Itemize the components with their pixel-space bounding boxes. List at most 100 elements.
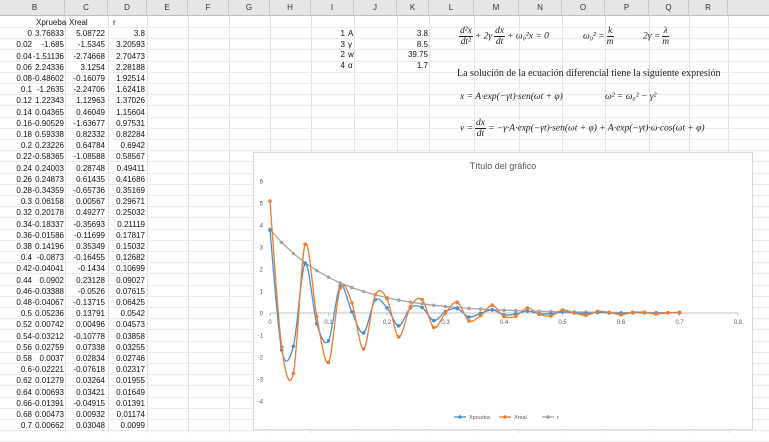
cell-xreal[interactable]: 0.35349 [76,242,105,251]
cell-xreal[interactable]: 0.03048 [76,421,105,431]
cell-r[interactable]: 0.03255 [116,342,145,352]
cell-xreal[interactable]: 0.13791 [76,309,105,319]
cell-xreal[interactable]: 0.00496 [76,320,105,330]
cell-xprueba[interactable]: 0.59338 [35,130,64,139]
column-header-f[interactable]: F [188,0,229,15]
column-header-r[interactable]: R [689,0,728,15]
cell-t[interactable]: 0.7 [20,421,32,431]
header-r[interactable]: r [113,18,116,27]
cell-t[interactable]: 0.52 [16,320,32,330]
cell-xreal[interactable]: 0.00567 [76,197,105,207]
cell-xreal[interactable]: 5.08722 [76,29,105,39]
cell-xreal[interactable]: 0.00932 [76,410,105,419]
cell-xreal[interactable]: 0.03421 [76,387,105,397]
cell-t[interactable]: 0.58 [16,354,32,363]
cell-xprueba[interactable]: 0.01279 [35,376,64,386]
param-name[interactable]: A [348,29,354,38]
cell-xprueba[interactable]: -1.51136 [33,51,64,61]
cell-t[interactable]: 0.12 [16,96,32,106]
cell-xreal[interactable]: 0.61435 [76,174,105,184]
cell-t[interactable]: 0.14 [16,107,32,117]
column-header-o[interactable]: O [562,0,605,15]
cell-xprueba[interactable]: 0.06158 [35,197,64,207]
cell-r[interactable]: 0.49411 [116,163,145,173]
cell-t[interactable]: 0.16 [16,118,32,128]
cell-xprueba[interactable]: -1.2635 [36,85,64,95]
cell-r[interactable]: 1.15604 [116,107,145,117]
cell-t[interactable]: 0.26 [16,174,32,184]
cell-xreal[interactable]: 0.49277 [76,208,105,218]
cell-r[interactable]: 0.97531 [116,118,145,128]
cell-t[interactable]: 0.34 [16,219,32,229]
cell-xprueba[interactable]: -0.02221 [32,365,64,375]
cell-t[interactable]: 0.56 [16,342,32,352]
cell-xreal[interactable]: 0.03264 [76,376,105,386]
cell-xprueba[interactable]: 0.14196 [35,242,64,251]
param-name[interactable]: w [348,50,354,59]
header-xprueba[interactable]: Xprueba [36,18,67,27]
cell-xprueba[interactable]: 0.0902 [39,275,64,285]
cell-xreal[interactable]: 3.1254 [80,62,105,72]
param-value[interactable]: 3.8 [416,29,428,38]
cell-xreal[interactable]: -0.35693 [73,219,105,229]
cell-t[interactable]: 0.18 [16,130,32,139]
column-header-j[interactable]: J [354,0,397,15]
cell-xprueba[interactable]: 1.22343 [35,96,64,106]
cell-xprueba[interactable]: 0.00473 [35,410,64,419]
cell-xprueba[interactable]: -0.03212 [32,331,64,341]
cell-r[interactable]: 0.41686 [116,174,145,184]
cell-r[interactable]: 0.35169 [116,186,145,195]
cell-r[interactable]: 0.29671 [116,197,145,207]
cell-xreal[interactable]: -0.16079 [73,74,105,83]
cell-xreal[interactable]: -1.63677 [73,118,105,128]
cell-t[interactable]: 0.5 [20,309,32,319]
cell-r[interactable]: 0.6942 [120,141,145,151]
cell-t[interactable]: 0.36 [16,230,32,240]
cell-xprueba[interactable]: 0.00693 [35,387,64,397]
column-header-p[interactable]: P [605,0,649,15]
cell-t[interactable]: 0 [27,29,32,39]
cell-r[interactable]: 0.15032 [116,242,145,251]
cell-xprueba[interactable]: 0.23226 [35,141,64,151]
cell-xreal[interactable]: -0.65736 [73,186,105,195]
cell-t[interactable]: 0.64 [16,387,32,397]
column-header-q[interactable]: Q [649,0,689,15]
cell-xprueba[interactable]: 0.04365 [35,107,64,117]
column-header-h[interactable]: H [270,0,311,15]
cell-r[interactable]: 0.02317 [116,365,145,375]
cell-xreal[interactable]: -0.10778 [73,331,105,341]
cell-t[interactable]: 0.6 [20,365,32,375]
param-value[interactable]: 39.75 [407,50,428,59]
cell-xprueba[interactable]: -0.03388 [32,286,64,296]
cell-r[interactable]: 3.8 [133,29,145,39]
cell-xreal[interactable]: -0.1434 [77,264,105,274]
cell-t[interactable]: 0.08 [16,74,32,83]
cell-xprueba[interactable]: 0.20178 [35,208,64,218]
column-header-c[interactable]: C [65,0,108,15]
cell-xreal[interactable]: -0.04915 [73,398,105,408]
column-header-l[interactable]: L [429,0,474,15]
param-row-number[interactable]: 2 [340,50,345,59]
cell-xprueba[interactable]: 2.24336 [35,62,64,72]
cell-r[interactable]: 0.06425 [116,298,145,307]
cell-xprueba[interactable]: 0.24003 [35,163,64,173]
cell-xprueba[interactable]: 0.02759 [35,342,64,352]
cell-xprueba[interactable]: -0.58365 [32,152,64,162]
param-name[interactable]: γ [348,39,352,49]
cell-xreal[interactable]: -2.74668 [73,51,105,61]
cell-xprueba[interactable]: 0.00662 [35,421,64,431]
cell-t[interactable]: 0.42 [16,264,32,274]
cell-t[interactable]: 0.22 [16,152,32,162]
cell-t[interactable]: 0.66 [16,398,32,408]
column-header-e[interactable]: E [147,0,188,15]
cell-xprueba[interactable]: -0.04041 [32,264,64,274]
cell-xprueba[interactable]: -0.90529 [32,118,64,128]
cell-xreal[interactable]: -1.5345 [77,40,105,50]
cell-t[interactable]: 0.1 [20,85,32,95]
cell-r[interactable]: 3.20593 [116,40,145,50]
cell-xprueba[interactable]: 3.76833 [35,29,64,39]
cell-xprueba[interactable]: 0.24873 [35,174,64,184]
cell-r[interactable]: 0.01955 [116,376,145,386]
param-name[interactable]: α [348,60,353,70]
cell-r[interactable]: 0.01391 [116,398,145,408]
